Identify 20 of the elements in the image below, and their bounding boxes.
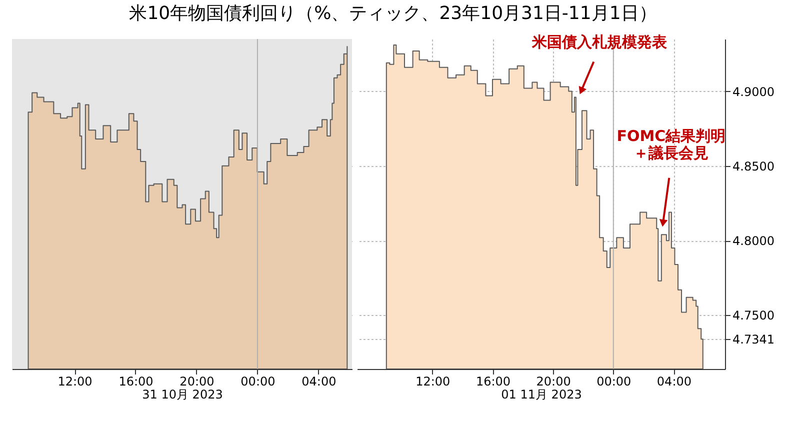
y-tick-label: 4.7500 <box>732 308 774 323</box>
text: 米10年物国債利回り（%、ティック、23年10月31日-11月1日） <box>129 2 657 24</box>
y-tick-label: 4.9000 <box>732 84 774 99</box>
annotation: 米国債入札規模発表 <box>531 32 668 51</box>
y-tick-label: 4.7341 <box>732 332 774 346</box>
x-tick-label: 00:00 <box>240 374 276 388</box>
x-tick-label: 16:00 <box>476 374 511 388</box>
x-tick-label: 20:00 <box>180 374 214 388</box>
x-tick-label: 12:00 <box>416 374 450 388</box>
x-tick-label: 00:00 <box>596 374 632 388</box>
x-tick-label: 16:00 <box>118 374 154 388</box>
y-tick-label: 4.8000 <box>732 234 774 248</box>
x-tick-label: 12:00 <box>58 374 92 388</box>
x-tick-label: 04:00 <box>656 374 692 388</box>
x-axis-title: 01 11月 2023 <box>501 388 582 402</box>
x-tick-label: 04:00 <box>302 374 336 388</box>
annotation: FOMC結果判明＋議長会見 <box>616 126 726 162</box>
x-axis-title: 31 10月 2023 <box>142 388 223 402</box>
x-tick-label: 20:00 <box>536 374 571 388</box>
y-tick-label: 4.8500 <box>732 159 774 174</box>
